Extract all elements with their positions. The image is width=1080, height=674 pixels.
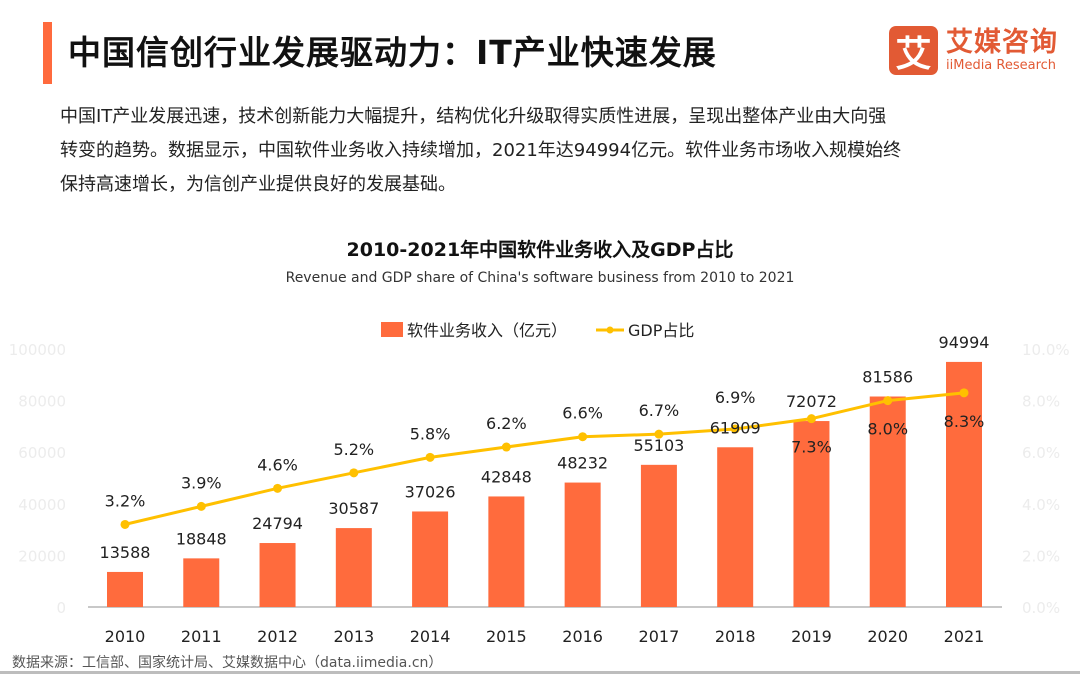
x-tick-label: 2016: [562, 627, 603, 646]
bar-value-label: 30587: [328, 499, 379, 518]
line-value-label: 4.6%: [257, 455, 298, 474]
line-value-label: 6.6%: [562, 404, 603, 423]
x-tick-label: 2021: [944, 627, 985, 646]
bar-revenue: [946, 361, 982, 607]
x-tick-label: 2018: [715, 627, 756, 646]
line-point-gdp-share: [806, 414, 816, 424]
bar-value-label: 94994: [939, 333, 990, 352]
intro-line: 保持高速增长，为信创产业提供良好的发展基础。: [60, 174, 456, 195]
bar-revenue: [259, 543, 296, 607]
bar-value-label: 24794: [252, 514, 303, 533]
bar-value-label: 18848: [176, 529, 227, 548]
title-accent-bar: [43, 22, 52, 84]
bar-value-label: 13588: [100, 543, 151, 562]
line-point-gdp-share: [730, 424, 740, 434]
chart-title: 2010-2021年中国软件业务收入及GDP占比: [346, 239, 734, 261]
chart-subtitle: Revenue and GDP share of China's softwar…: [285, 270, 795, 286]
x-tick-label: 2012: [257, 627, 298, 646]
bottom-divider: [0, 671, 1080, 674]
legend-swatch-bar: [381, 322, 403, 337]
legend-label-bar: 软件业务收入（亿元）: [407, 321, 567, 340]
line-point-gdp-share: [196, 501, 206, 511]
bar-value-label: 48232: [557, 454, 608, 473]
bar-value-label: 72072: [786, 392, 837, 411]
y-right-tick-label: 10.0%: [1022, 341, 1070, 359]
line-value-label: 6.7%: [639, 401, 680, 420]
bar-revenue: [564, 482, 601, 607]
legend-label-line: GDP占比: [628, 321, 694, 340]
line-point-gdp-share: [883, 396, 893, 406]
line-point-gdp-share: [349, 468, 359, 478]
intro-line: 中国IT产业发展迅速，技术创新能力大幅提升，结构优化升级取得实质性进展，呈现出整…: [60, 106, 887, 127]
bar-revenue: [640, 464, 677, 607]
line-point-gdp-share: [273, 483, 283, 493]
x-tick-label: 2019: [791, 627, 832, 646]
y-right-tick-label: 4.0%: [1022, 496, 1060, 514]
line-value-label: 6.2%: [486, 414, 527, 433]
x-tick-label: 2011: [181, 627, 222, 646]
line-gdp-share: [124, 391, 965, 526]
intro-line: 转变的趋势。数据显示，中国软件业务收入持续增加，2021年达94994亿元。软件…: [60, 140, 902, 161]
logo-name-en: iiMedia Research: [946, 58, 1057, 73]
x-tick-label: 2013: [333, 627, 374, 646]
y-left-tick-label: 100000: [9, 341, 66, 359]
x-tick-label: 2010: [105, 627, 146, 646]
line-point-gdp-share: [425, 452, 435, 462]
x-tick-label: 2015: [486, 627, 527, 646]
logo-icon: 艾: [889, 26, 938, 75]
line-point-gdp-share: [501, 442, 511, 452]
y-left-tick-label: 0: [56, 599, 66, 617]
bar-revenue: [488, 496, 525, 607]
bar-value-label: 42848: [481, 467, 532, 486]
y-right-tick-label: 8.0%: [1022, 393, 1060, 411]
line-value-label: 8.0%: [867, 420, 908, 439]
page-title: 中国信创行业发展驱动力：IT产业快速发展: [68, 33, 717, 72]
bar-revenue: [183, 558, 220, 607]
line-point-gdp-share: [578, 432, 588, 442]
x-tick-label: 2014: [410, 627, 451, 646]
data-source: 数据来源：工信部、国家统计局、艾媒数据中心（data.iimedia.cn）: [12, 655, 443, 671]
logo-name-cn: 艾媒咨询: [946, 27, 1058, 58]
bar-revenue: [793, 421, 830, 607]
y-right-tick-label: 6.0%: [1022, 444, 1060, 462]
bar-value-label: 81586: [862, 368, 913, 387]
bar-revenue: [412, 511, 449, 607]
legend-swatch-marker: [606, 326, 614, 334]
bar-revenue: [869, 396, 906, 607]
line-value-label: 5.8%: [410, 424, 451, 443]
y-left-tick-label: 80000: [18, 393, 66, 411]
bar-revenue: [107, 571, 143, 607]
y-right-tick-label: 2.0%: [1022, 547, 1060, 565]
line-value-label: 6.9%: [715, 388, 756, 407]
x-tick-label: 2017: [639, 627, 680, 646]
y-left-tick-label: 40000: [18, 496, 66, 514]
intro-paragraph: 中国IT产业发展迅速，技术创新能力大幅提升，结构优化升级取得实质性进展，呈现出整…: [60, 100, 1020, 202]
line-point-gdp-share: [120, 519, 130, 529]
line-point-gdp-share: [959, 388, 969, 398]
brand-logo: 艾 艾媒咨询 iiMedia Research: [889, 26, 1058, 75]
bar-value-label: 55103: [633, 436, 684, 455]
x-tick-label: 2020: [867, 627, 908, 646]
bar-revenue: [717, 447, 754, 607]
line-value-label: 7.3%: [791, 438, 832, 457]
y-right-tick-label: 0.0%: [1022, 599, 1060, 617]
line-point-gdp-share: [654, 429, 664, 439]
line-value-label: 5.2%: [333, 440, 374, 459]
y-left-tick-label: 60000: [18, 444, 66, 462]
line-value-label: 8.3%: [944, 412, 985, 431]
line-value-label: 3.2%: [105, 491, 146, 510]
bar-value-label: 37026: [405, 482, 456, 501]
chart-legend: 软件业务收入（亿元） GDP占比: [381, 321, 694, 340]
bar-value-label: 61909: [710, 418, 761, 437]
y-left-tick-label: 20000: [18, 547, 66, 565]
line-value-label: 3.9%: [181, 473, 222, 492]
bar-revenue: [335, 528, 372, 607]
